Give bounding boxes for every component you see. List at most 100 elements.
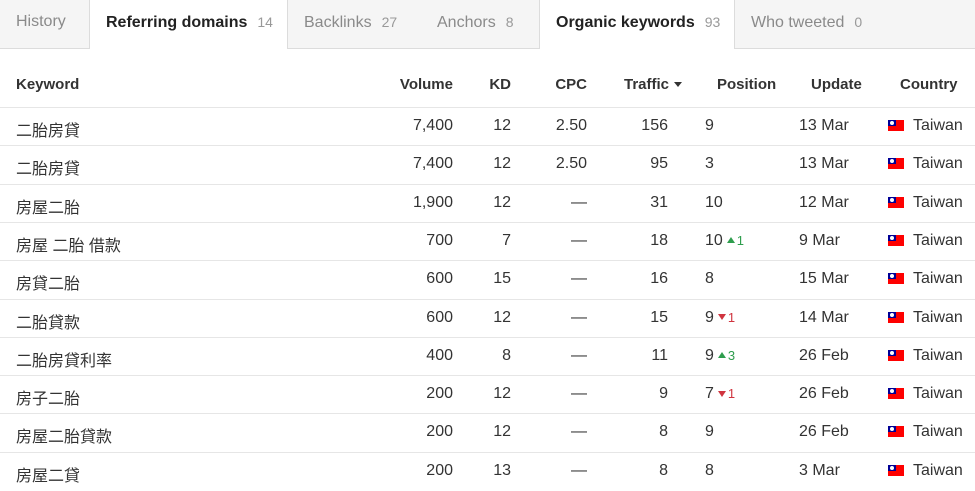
table-row: 二胎房貸 7,400 12 2.50 156 9 13 Mar Taiwan — [0, 107, 975, 146]
position-cell: 3 — [705, 155, 714, 173]
kd-value: 12 — [493, 385, 511, 403]
traffic-value: 8 — [659, 461, 668, 479]
kd-value: 12 — [493, 155, 511, 173]
cpc-value: 2.50 — [555, 155, 587, 173]
country-name: Taiwan — [913, 346, 963, 364]
update-date: 26 Feb — [799, 423, 849, 441]
kd-value: 15 — [493, 270, 511, 288]
column-header-keyword[interactable]: Keyword — [16, 76, 80, 93]
update-date: 26 Feb — [799, 385, 849, 403]
traffic-value: 95 — [650, 155, 668, 173]
volume-value: 7,400 — [412, 117, 453, 134]
position-change-value: 1 — [727, 386, 736, 402]
position-change: 3 — [717, 347, 736, 363]
arrow-down-icon — [717, 314, 726, 321]
table-row: 房屋二貸 200 13 — 8 8 3 Mar Taiwan — [0, 451, 975, 491]
keyword-link[interactable]: 二胎貸款 — [16, 314, 81, 332]
tab-label: History — [16, 13, 66, 30]
traffic-value: 16 — [650, 270, 668, 288]
tab-history[interactable]: History — [0, 0, 89, 48]
volume-value: 600 — [426, 308, 453, 326]
tab-count: 8 — [505, 14, 514, 30]
traffic-value: 31 — [650, 193, 668, 211]
taiwan-flag-icon — [888, 234, 904, 246]
table-row: 房貸二胎 600 15 — 16 8 15 Mar Taiwan — [0, 260, 975, 299]
tab-backlinks[interactable]: Backlinks 27 — [288, 0, 421, 48]
keyword-link[interactable]: 房屋二胎貸款 — [16, 429, 113, 447]
keyword-link[interactable]: 二胎房貸利率 — [16, 352, 113, 370]
column-header-cpc[interactable]: CPC — [555, 76, 587, 93]
volume-value: 200 — [426, 385, 453, 403]
traffic-value: 156 — [641, 117, 668, 134]
position-change: 1 — [726, 232, 745, 248]
cpc-value: — — [571, 385, 587, 403]
tab-organic-keywords[interactable]: Organic keywords 93 — [539, 0, 735, 49]
column-header-kd[interactable]: KD — [489, 76, 511, 93]
tab-referring-domains[interactable]: Referring domains 14 — [89, 0, 288, 49]
table-row: 二胎房貸 7,400 12 2.50 95 3 13 Mar Taiwan — [0, 145, 975, 184]
taiwan-flag-icon — [888, 349, 904, 361]
table-row: 房屋二胎貸款 200 12 — 8 9 26 Feb Taiwan — [0, 413, 975, 452]
country-name: Taiwan — [913, 385, 963, 403]
cpc-value: — — [571, 270, 587, 288]
update-date: 15 Mar — [799, 270, 849, 288]
column-header-position[interactable]: Position — [717, 76, 777, 93]
update-date: 13 Mar — [799, 117, 849, 134]
cpc-value: — — [571, 346, 587, 364]
column-header-volume[interactable]: Volume — [399, 76, 453, 93]
table-row: 房屋二胎 1,900 12 — 31 10 12 Mar Taiwan — [0, 183, 975, 223]
country-name: Taiwan — [913, 423, 963, 441]
position-value: 9 — [705, 117, 714, 134]
kd-value: 12 — [493, 117, 511, 134]
country-name: Taiwan — [913, 155, 963, 173]
position-value: 9 — [705, 346, 714, 364]
arrow-down-icon — [717, 390, 726, 397]
country-name: Taiwan — [913, 270, 963, 288]
position-value: 8 — [705, 270, 714, 288]
traffic-value: 15 — [650, 308, 668, 326]
position-change-value: 1 — [736, 232, 745, 248]
keyword-link[interactable]: 房子二胎 — [16, 391, 81, 409]
cpc-value: — — [571, 231, 587, 249]
table-row: 二胎貸款 600 12 — 15 9 1 14 Mar Taiwan — [0, 298, 975, 338]
column-header-country[interactable]: Country — [900, 76, 958, 93]
tab-count: 27 — [381, 14, 398, 30]
position-change-value: 1 — [727, 309, 736, 325]
kd-value: 12 — [493, 193, 511, 211]
cpc-value: — — [571, 461, 587, 479]
keyword-link[interactable]: 房屋二胎 — [16, 199, 81, 217]
volume-value: 7,400 — [412, 155, 453, 173]
update-date: 13 Mar — [799, 155, 849, 173]
column-header-update[interactable]: Update — [811, 76, 862, 93]
country-name: Taiwan — [913, 461, 963, 479]
keyword-link[interactable]: 二胎房貸 — [16, 161, 81, 179]
column-header-traffic-label: Traffic — [623, 76, 669, 93]
position-value: 3 — [705, 155, 714, 173]
keyword-link[interactable]: 房貸二胎 — [16, 276, 81, 294]
tab-label: Referring domains — [106, 14, 248, 31]
tab-anchors[interactable]: Anchors 8 — [421, 0, 539, 48]
column-header-traffic[interactable]: Traffic — [600, 76, 682, 98]
taiwan-flag-icon — [888, 311, 904, 323]
tab-label: Backlinks — [304, 14, 372, 31]
volume-value: 700 — [426, 231, 453, 249]
position-change-value: 3 — [727, 347, 736, 363]
keyword-link[interactable]: 房屋 二胎 借款 — [16, 237, 121, 255]
update-date: 12 Mar — [799, 193, 849, 211]
tab-who-tweeted[interactable]: Who tweeted 0 — [735, 0, 975, 48]
kd-value: 7 — [502, 231, 511, 249]
position-value: 10 — [705, 231, 723, 249]
arrow-up-icon — [717, 352, 726, 359]
taiwan-flag-icon — [888, 158, 904, 170]
volume-value: 600 — [426, 270, 453, 288]
taiwan-flag-icon — [888, 196, 904, 208]
position-value: 9 — [705, 308, 714, 326]
keyword-link[interactable]: 房屋二貸 — [16, 467, 81, 485]
kd-value: 12 — [493, 423, 511, 441]
tab-label: Anchors — [437, 14, 496, 31]
volume-value: 1,900 — [412, 193, 453, 211]
update-date: 26 Feb — [799, 346, 849, 364]
keyword-link[interactable]: 二胎房貸 — [16, 123, 81, 140]
